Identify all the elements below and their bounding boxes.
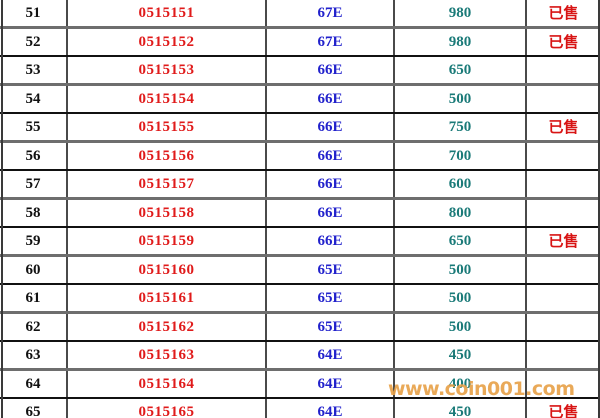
sold-status-cell: 已售	[526, 398, 600, 418]
coin-code-cell: 0515151	[67, 0, 267, 29]
table-row: 64 0515164 64E 400	[0, 369, 600, 399]
sold-status-cell	[526, 56, 600, 86]
coin-code-cell: 0515152	[67, 27, 267, 57]
coin-price-cell: 500	[394, 84, 527, 114]
coin-grade-cell: 65E	[266, 312, 395, 342]
coin-price-cell: 500	[394, 312, 527, 342]
row-index-cell: 57	[0, 170, 68, 200]
sold-status-cell	[526, 255, 600, 285]
coin-grade-cell: 65E	[266, 255, 395, 285]
table-row: 51 0515151 67E 980 已售	[0, 0, 600, 29]
coin-price-cell: 650	[394, 227, 527, 257]
coin-price-cell: 650	[394, 56, 527, 86]
coin-price-cell: 980	[394, 27, 527, 57]
table-row: 63 0515163 64E 450	[0, 341, 600, 371]
table-row: 58 0515158 66E 800	[0, 198, 600, 228]
sold-status-cell: 已售	[526, 27, 600, 57]
sold-status-cell	[526, 312, 600, 342]
row-index-cell: 62	[0, 312, 68, 342]
coin-code-cell: 0515162	[67, 312, 267, 342]
row-index-cell: 56	[0, 141, 68, 171]
coin-code-cell: 0515164	[67, 369, 267, 399]
sold-status-cell: 已售	[526, 227, 600, 257]
coin-price-cell: 500	[394, 255, 527, 285]
coin-price-cell: 400	[394, 369, 527, 399]
sold-status-cell	[526, 141, 600, 171]
table-row: 54 0515154 66E 500	[0, 84, 600, 114]
coin-grade-cell: 67E	[266, 27, 395, 57]
table-row: 59 0515159 66E 650 已售	[0, 227, 600, 257]
sold-status-cell	[526, 170, 600, 200]
coin-code-cell: 0515161	[67, 284, 267, 314]
table-row: 53 0515153 66E 650	[0, 56, 600, 86]
table-row: 57 0515157 66E 600	[0, 170, 600, 200]
coin-price-cell: 980	[394, 0, 527, 29]
sold-status-cell: 已售	[526, 113, 600, 143]
row-index-cell: 55	[0, 113, 68, 143]
sold-status-cell	[526, 198, 600, 228]
row-index-cell: 61	[0, 284, 68, 314]
coin-grade-cell: 64E	[266, 369, 395, 399]
sold-status-cell	[526, 369, 600, 399]
coin-code-cell: 0515154	[67, 84, 267, 114]
row-index-cell: 59	[0, 227, 68, 257]
table-row: 62 0515162 65E 500	[0, 312, 600, 342]
sold-status-cell	[526, 84, 600, 114]
coin-price-cell: 800	[394, 198, 527, 228]
coin-grade-cell: 66E	[266, 227, 395, 257]
coin-grade-cell: 66E	[266, 113, 395, 143]
coin-price-cell: 450	[394, 341, 527, 371]
coin-grade-cell: 67E	[266, 0, 395, 29]
coin-grade-cell: 64E	[266, 398, 395, 418]
table-row: 65 0515165 64E 450 已售	[0, 398, 600, 418]
coin-grade-cell: 66E	[266, 170, 395, 200]
row-index-cell: 60	[0, 255, 68, 285]
coin-grade-cell: 66E	[266, 141, 395, 171]
coin-price-cell: 500	[394, 284, 527, 314]
row-index-cell: 63	[0, 341, 68, 371]
sold-status-cell	[526, 284, 600, 314]
coin-code-cell: 0515163	[67, 341, 267, 371]
row-index-cell: 64	[0, 369, 68, 399]
table-row: 55 0515155 66E 750 已售	[0, 113, 600, 143]
coin-code-cell: 0515159	[67, 227, 267, 257]
sold-status-cell	[526, 341, 600, 371]
coin-code-cell: 0515160	[67, 255, 267, 285]
row-index-cell: 65	[0, 398, 68, 418]
table-row: 61 0515161 65E 500	[0, 284, 600, 314]
table-row: 60 0515160 65E 500	[0, 255, 600, 285]
coin-price-cell: 750	[394, 113, 527, 143]
table-row: 52 0515152 67E 980 已售	[0, 27, 600, 57]
row-index-cell: 58	[0, 198, 68, 228]
coin-code-cell: 0515158	[67, 198, 267, 228]
coin-code-cell: 0515165	[67, 398, 267, 418]
coin-code-cell: 0515155	[67, 113, 267, 143]
row-index-cell: 54	[0, 84, 68, 114]
sold-status-cell: 已售	[526, 0, 600, 29]
table-row: 56 0515156 66E 700	[0, 141, 600, 171]
row-index-cell: 53	[0, 56, 68, 86]
coin-grade-cell: 66E	[266, 56, 395, 86]
coin-price-cell: 600	[394, 170, 527, 200]
coin-grade-cell: 64E	[266, 341, 395, 371]
coin-code-cell: 0515153	[67, 56, 267, 86]
coin-price-cell: 450	[394, 398, 527, 418]
coin-grade-cell: 65E	[266, 284, 395, 314]
row-index-cell: 51	[0, 0, 68, 29]
coin-grade-cell: 66E	[266, 198, 395, 228]
coin-code-cell: 0515156	[67, 141, 267, 171]
row-index-cell: 52	[0, 27, 68, 57]
coin-code-cell: 0515157	[67, 170, 267, 200]
coin-price-cell: 700	[394, 141, 527, 171]
coin-grade-cell: 66E	[266, 84, 395, 114]
